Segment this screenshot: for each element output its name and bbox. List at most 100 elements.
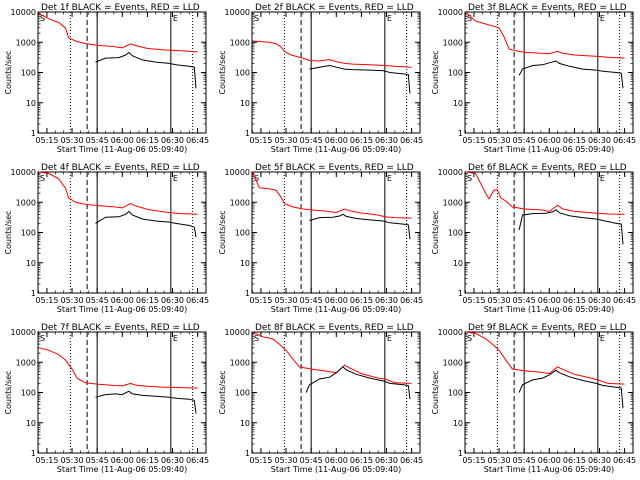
y-tick-label: 10000 <box>11 168 36 177</box>
x-tick-label: 05:45 <box>300 456 323 465</box>
y-tick-label: 10 <box>240 99 250 108</box>
plot-frame <box>251 171 421 294</box>
x-tick-label: 05:15 <box>35 296 58 305</box>
events-series-line <box>95 210 197 238</box>
y-axis-label: Counts/sec <box>431 210 440 254</box>
x-tick-label: 05:45 <box>513 296 536 305</box>
y-tick-label: 100 <box>235 389 250 398</box>
x-tick-label: 05:45 <box>300 136 323 145</box>
events-series-line <box>309 64 411 94</box>
x-tick-label: 05:30 <box>61 296 84 305</box>
x-tick-label: 06:45 <box>186 296 209 305</box>
end-mark: E <box>173 174 178 183</box>
y-tick-label: 1000 <box>230 198 250 207</box>
x-tick-label: 05:15 <box>462 296 485 305</box>
start-mark: S <box>40 334 45 343</box>
y-tick-label: 10000 <box>438 328 463 337</box>
lld-series-line <box>38 12 198 53</box>
lld-series-line <box>465 331 625 385</box>
x-tick-label: 06:45 <box>613 136 636 145</box>
panel-9: Det 9f BLACK = Events, RED = LLD 1 10 100 10… <box>431 323 636 474</box>
x-tick-label: 06:30 <box>588 296 611 305</box>
y-tick-label: 10 <box>453 419 463 428</box>
x-tick-label: 06:00 <box>325 456 348 465</box>
plot-frame <box>251 11 421 134</box>
y-tick-label: 10 <box>240 259 250 268</box>
lld-series-line <box>38 171 198 215</box>
y-tick-label: 1000 <box>443 38 463 47</box>
x-tick-label: 05:30 <box>488 136 511 145</box>
events-series-line <box>518 369 624 409</box>
x-tick-label: 06:45 <box>613 456 636 465</box>
y-axis-label: Counts/sec <box>218 210 227 254</box>
y-tick-label: 1 <box>458 289 463 298</box>
y-tick-label: 100 <box>448 389 463 398</box>
x-axis-label: Start Time (11-Aug-06 05:09:40) <box>484 465 615 474</box>
y-tick-label: 10 <box>453 259 463 268</box>
y-tick-label: 1000 <box>443 358 463 367</box>
y-tick-label: 1000 <box>16 358 36 367</box>
panel-2: Det 2f BLACK = Events, RED = LLD 1 10 100 10… <box>218 3 423 154</box>
lld-series-line <box>465 11 625 59</box>
panel-title: Det 9f BLACK = Events, RED = LLD <box>468 323 627 333</box>
y-tick-label: 10 <box>26 99 36 108</box>
x-tick-label: 05:30 <box>488 456 511 465</box>
x-tick-label: 06:00 <box>325 296 348 305</box>
x-axis-label: Start Time (11-Aug-06 05:09:40) <box>484 145 615 154</box>
x-tick-label: 06:00 <box>111 296 134 305</box>
x-tick-label: 05:45 <box>513 136 536 145</box>
x-tick-label: 05:15 <box>462 136 485 145</box>
plot-frame <box>37 171 207 294</box>
x-tick-label: 05:30 <box>275 456 298 465</box>
lld-series-line <box>465 171 625 215</box>
end-mark: E <box>387 14 392 23</box>
y-tick-label: 100 <box>448 229 463 238</box>
y-axis-label: Counts/sec <box>4 50 13 94</box>
panel-title: Det 1f BLACK = Events, RED = LLD <box>41 3 200 13</box>
x-tick-label: 06:00 <box>325 136 348 145</box>
panel-title: Det 3f BLACK = Events, RED = LLD <box>468 3 627 13</box>
x-tick-label: 06:45 <box>186 136 209 145</box>
x-tick-label: 06:15 <box>350 456 373 465</box>
x-tick-label: 05:45 <box>86 136 109 145</box>
x-tick-label: 06:30 <box>161 296 184 305</box>
panel-1: Det 1f BLACK = Events, RED = LLD 1 10 100 10… <box>4 3 209 154</box>
y-axis-label: Counts/sec <box>431 50 440 94</box>
x-tick-label: 05:45 <box>86 296 109 305</box>
x-tick-label: 06:15 <box>136 296 159 305</box>
plot-frame <box>37 11 207 134</box>
x-tick-label: 06:15 <box>350 136 373 145</box>
y-tick-label: 1 <box>31 449 36 458</box>
x-tick-label: 06:15 <box>350 296 373 305</box>
y-tick-label: 10000 <box>438 168 463 177</box>
y-axis-label: Counts/sec <box>431 370 440 414</box>
panel-7: Det 7f BLACK = Events, RED = LLD 1 10 100 10… <box>4 323 209 474</box>
y-tick-label: 10 <box>453 99 463 108</box>
x-axis-label: Start Time (11-Aug-06 05:09:40) <box>484 305 615 314</box>
x-axis-label: Start Time (11-Aug-06 05:09:40) <box>271 305 402 314</box>
panel-3: Det 3f BLACK = Events, RED = LLD 1 10 100 10… <box>431 3 636 154</box>
panel-6: Det 6f BLACK = Events, RED = LLD 1 10 100 10… <box>431 163 636 314</box>
start-mark: S <box>254 14 259 23</box>
plot-frame <box>37 331 207 454</box>
y-tick-label: 1000 <box>16 38 36 47</box>
x-tick-label: 06:30 <box>375 296 398 305</box>
events-series-line <box>309 213 411 240</box>
y-tick-label: 10 <box>26 259 36 268</box>
events-series-line <box>95 390 197 414</box>
x-tick-label: 06:30 <box>588 136 611 145</box>
x-tick-label: 05:30 <box>275 296 298 305</box>
x-tick-label: 05:15 <box>35 456 58 465</box>
x-tick-label: 05:45 <box>86 456 109 465</box>
x-axis-label: Start Time (11-Aug-06 05:09:40) <box>271 465 402 474</box>
x-tick-label: 06:15 <box>563 456 586 465</box>
start-mark: S <box>40 174 45 183</box>
end-mark: E <box>600 334 605 343</box>
panel-5: Det 5f BLACK = Events, RED = LLD 1 10 100 10… <box>218 163 423 314</box>
panel-title: Det 8f BLACK = Events, RED = LLD <box>255 323 414 333</box>
x-tick-label: 05:15 <box>462 456 485 465</box>
events-series-line <box>95 51 197 89</box>
y-tick-label: 10000 <box>225 8 250 17</box>
y-tick-label: 1 <box>31 289 36 298</box>
